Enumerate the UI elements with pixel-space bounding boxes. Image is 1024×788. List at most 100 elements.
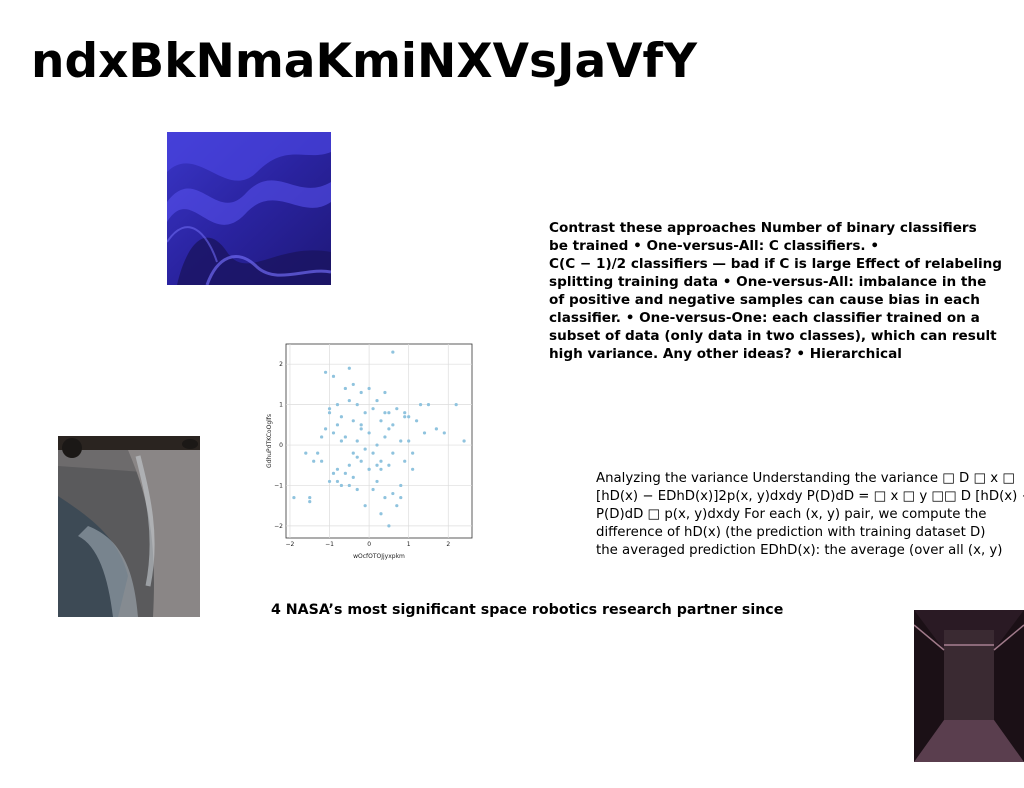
text-line: of positive and negative samples can cau… <box>549 292 980 308</box>
scatter-point <box>323 370 328 374</box>
scatter-point <box>426 403 431 407</box>
scatter-point <box>339 483 344 488</box>
scatter-point <box>367 467 371 471</box>
scatter-point <box>331 431 336 435</box>
scatter-point <box>367 386 371 391</box>
scatter-point <box>411 451 415 455</box>
scatter-point <box>327 479 332 484</box>
text-line: Contrast these approaches Number of bina… <box>549 220 977 236</box>
scatter-point <box>339 415 344 419</box>
text-line: the averaged prediction EDhD(x): the ave… <box>596 543 1003 558</box>
scatter-point <box>383 435 387 439</box>
scatter-point <box>375 479 379 484</box>
text-line: high variance. Any other ideas? • Hierar… <box>549 346 902 362</box>
x-axis-label: wOcfOTOJjyxpkm <box>353 553 405 560</box>
x-tick-label: 2 <box>446 541 450 548</box>
scatter-point <box>399 495 403 500</box>
y-tick-label: −1 <box>274 482 283 489</box>
scatter-point <box>355 439 359 443</box>
scatter-point <box>379 512 383 516</box>
x-tick-label: −2 <box>286 541 295 548</box>
scatter-point <box>454 403 458 407</box>
scatter-point <box>371 407 375 411</box>
scatter-point <box>316 451 320 455</box>
scatter-chart: −2 −1 0 1 2 2 1 0 −1 −2 wOcfOTOJjyxpkm GdhuPdTKCo… <box>266 343 473 560</box>
scatter-point <box>355 403 359 407</box>
variance-text-block: Analyzing the variance Understanding the… <box>596 470 1024 560</box>
scatter-point <box>327 411 332 415</box>
corridor-image <box>914 610 1024 762</box>
plot-area <box>285 343 473 539</box>
scatter-point <box>391 423 395 427</box>
scatter-point <box>308 495 312 500</box>
scatter-point <box>387 411 391 415</box>
scatter-point <box>442 431 446 435</box>
classifier-text-block: Contrast these approaches Number of bina… <box>549 219 1024 363</box>
scatter-point <box>411 467 415 471</box>
scatter-point <box>383 411 387 415</box>
scatter-point <box>434 427 438 431</box>
scatter-point <box>343 386 347 391</box>
scatter-point <box>335 403 340 407</box>
scatter-point <box>363 504 367 508</box>
text-line: [hD(x) − EDhD(x)]2p(x, y)dxdy P(D)dD = □… <box>596 489 1024 504</box>
scatter-point <box>347 463 351 467</box>
text-line: splitting training data • One-versus-All… <box>549 274 987 290</box>
scatter-point <box>347 366 351 370</box>
scatter-point <box>320 435 324 439</box>
scatter-point <box>367 431 371 435</box>
scatter-point <box>335 423 340 427</box>
scatter-point <box>359 390 363 395</box>
scatter-point <box>351 382 355 387</box>
x-tick-label: 0 <box>367 541 371 548</box>
scatter-point <box>379 459 383 463</box>
beach-image <box>58 436 200 617</box>
scatter-point <box>375 398 379 403</box>
y-axis-label: GdhuPdTKCoOglfs <box>266 414 273 468</box>
scatter-point <box>399 483 403 488</box>
y-tick-label: 2 <box>279 361 283 368</box>
scatter-point <box>335 467 340 471</box>
scatter-point <box>379 467 383 471</box>
scatter-point <box>395 504 399 508</box>
scatter-point <box>331 471 336 475</box>
scatter-point <box>375 443 379 447</box>
scatter-point <box>391 451 395 455</box>
y-tick-label: 0 <box>279 442 283 449</box>
scatter-point <box>312 459 316 463</box>
scatter-point <box>414 419 419 423</box>
scatter-point <box>462 439 466 443</box>
scatter-point <box>391 491 395 496</box>
scatter-point <box>355 455 359 459</box>
caption-text: 4 NASA’s most significant space robotics… <box>271 602 784 618</box>
scatter-point <box>331 374 336 378</box>
y-tick-label: 1 <box>279 402 283 409</box>
wave-image <box>167 132 331 285</box>
scatter-point <box>387 524 391 528</box>
text-line: Analyzing the variance Understanding the… <box>596 471 1015 486</box>
scatter-point <box>387 427 391 431</box>
scatter-point <box>422 431 427 435</box>
scatter-point <box>359 427 363 431</box>
scatter-point <box>343 435 347 439</box>
scatter-point <box>395 407 399 411</box>
scatter-point <box>375 463 379 467</box>
scatter-point <box>418 403 423 407</box>
scatter-point <box>304 451 308 455</box>
scatter-point <box>351 419 355 423</box>
text-line: P(D)dD □ p(x, y)dxdy For each (x, y) pai… <box>596 507 987 522</box>
text-line: C(C − 1)/2 classifiers — bad if C is lar… <box>549 256 1003 272</box>
text-line: be trained • One-versus-All: C classifie… <box>549 238 880 254</box>
scatter-point <box>363 411 367 415</box>
y-tick-label: −2 <box>274 523 283 530</box>
scatter-point <box>343 471 347 475</box>
scatter-point <box>359 459 363 463</box>
scatter-point <box>327 407 332 411</box>
scatter-point <box>379 419 383 423</box>
scatter-point <box>351 451 355 455</box>
scatter-point <box>371 487 375 492</box>
scatter-point <box>403 459 407 463</box>
scatter-point <box>399 439 403 443</box>
scatter-point <box>403 415 407 419</box>
scatter-point <box>347 483 351 488</box>
